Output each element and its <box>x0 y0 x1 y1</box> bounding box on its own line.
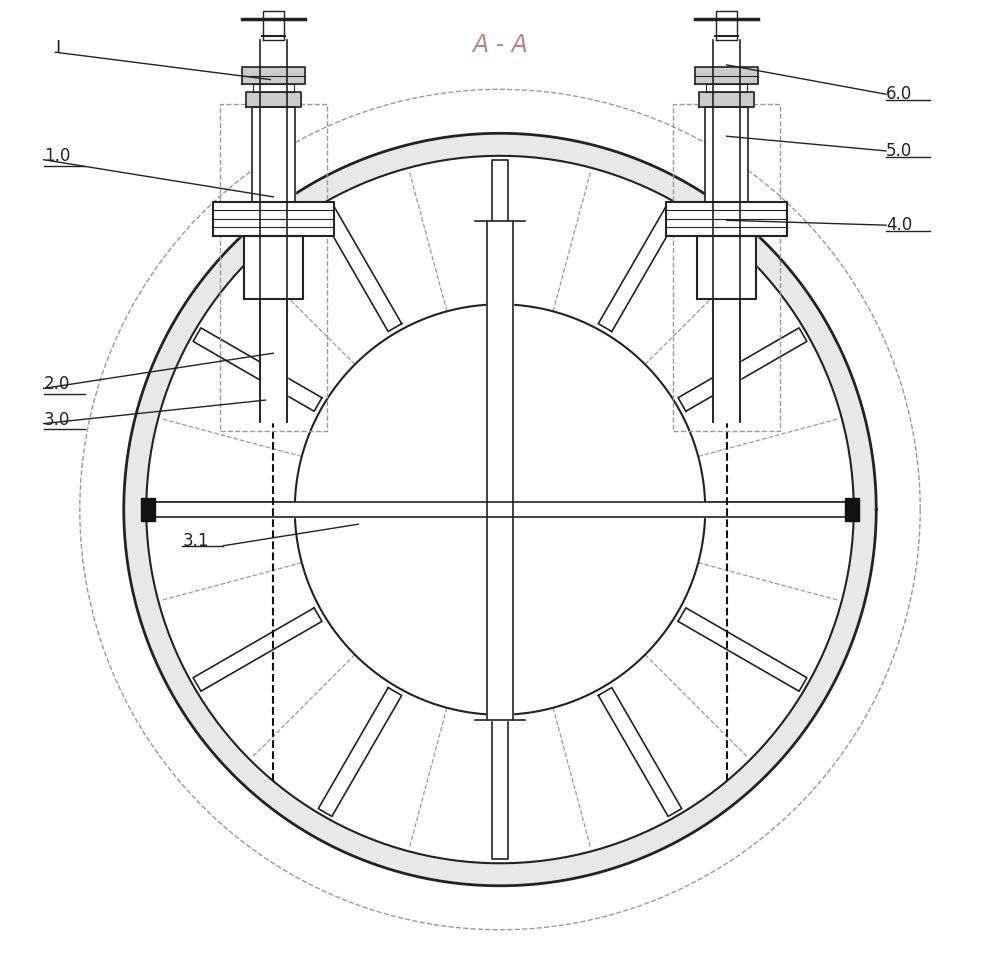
Polygon shape <box>146 156 854 863</box>
Polygon shape <box>295 305 705 714</box>
Polygon shape <box>598 203 682 331</box>
Polygon shape <box>678 608 807 691</box>
Polygon shape <box>193 608 322 691</box>
Polygon shape <box>492 160 508 300</box>
Polygon shape <box>246 92 301 107</box>
Polygon shape <box>252 107 295 202</box>
Polygon shape <box>193 328 322 412</box>
Polygon shape <box>318 203 402 331</box>
Polygon shape <box>143 502 857 517</box>
Polygon shape <box>715 35 738 45</box>
Text: 2.0: 2.0 <box>44 375 70 393</box>
Polygon shape <box>713 40 740 421</box>
Text: I: I <box>55 39 61 57</box>
Polygon shape <box>318 688 402 816</box>
Polygon shape <box>492 719 508 859</box>
Polygon shape <box>666 202 787 236</box>
Polygon shape <box>253 84 294 92</box>
Text: 5.0: 5.0 <box>886 142 912 160</box>
Polygon shape <box>487 221 513 719</box>
Text: 3.1: 3.1 <box>182 532 209 550</box>
Polygon shape <box>244 236 303 300</box>
Polygon shape <box>242 67 305 84</box>
Polygon shape <box>598 688 682 816</box>
Text: A - A: A - A <box>472 33 528 58</box>
Text: 4.0: 4.0 <box>886 217 912 234</box>
Polygon shape <box>213 202 334 236</box>
Polygon shape <box>699 92 754 107</box>
Polygon shape <box>716 11 737 40</box>
Polygon shape <box>695 67 758 84</box>
Polygon shape <box>260 40 287 421</box>
Polygon shape <box>713 300 740 421</box>
Polygon shape <box>263 11 284 40</box>
Polygon shape <box>678 328 807 412</box>
Polygon shape <box>845 498 859 521</box>
Polygon shape <box>141 498 155 521</box>
Polygon shape <box>260 300 287 421</box>
Polygon shape <box>697 236 756 300</box>
Polygon shape <box>705 107 748 202</box>
Text: 6.0: 6.0 <box>886 85 912 103</box>
Polygon shape <box>124 133 876 886</box>
Polygon shape <box>710 502 850 517</box>
Text: 3.0: 3.0 <box>44 411 70 428</box>
Polygon shape <box>150 502 290 517</box>
Polygon shape <box>262 35 285 45</box>
Text: 1.0: 1.0 <box>44 147 70 165</box>
Polygon shape <box>706 84 747 92</box>
